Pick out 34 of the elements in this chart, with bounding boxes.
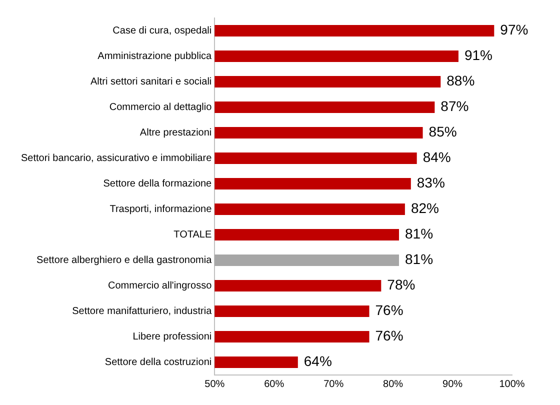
y-tick-label: TOTALE (174, 230, 212, 240)
data-label: 76% (375, 328, 404, 344)
data-label: 76% (375, 302, 404, 318)
y-tick-label: Commercio al dettaglio (109, 102, 212, 113)
data-label: 87% (440, 98, 469, 114)
x-tick-label: 100% (499, 378, 525, 390)
x-tick-label: 80% (383, 378, 404, 390)
y-tick-label: Trasporti, informazione (110, 204, 212, 215)
y-tick-label: Settore della formazione (103, 178, 212, 190)
y-tick-label: Settore manifatturiero, industria (72, 306, 212, 317)
data-label: 88% (446, 72, 475, 89)
y-tick-label: Libere professioni (132, 332, 212, 342)
y-tick-label: Amministrazione pubblica (98, 51, 212, 62)
data-label: 81% (405, 251, 434, 268)
data-label: 85% (428, 124, 457, 140)
data-label: 83% (416, 174, 445, 191)
data-label: 91% (464, 47, 493, 64)
y-tick-label: Settore della costruzioni (104, 357, 212, 368)
data-label: 97% (500, 22, 528, 38)
y-tick-label: Altri settori sanitari e sociali (90, 76, 212, 88)
data-label: 64% (304, 353, 332, 370)
y-tick-label: Altre prestazioni (140, 128, 212, 138)
data-label: 78% (387, 276, 416, 293)
x-tick-label: 60% (264, 378, 284, 390)
y-tick-label: Commercio all'ingrosso (108, 280, 212, 292)
y-tick-label: Settori bancario, assicurativo e immobiliare (20, 153, 212, 164)
data-label: 82% (410, 200, 439, 216)
y-tick-label: Case di cura, ospedali (112, 26, 212, 36)
x-tick-label: 90% (442, 378, 463, 390)
data-label: 84% (422, 149, 451, 166)
x-tick-label: 70% (324, 378, 344, 390)
data-label: 81% (405, 226, 434, 242)
y-tick-label: Settore alberghiero e della gastronomia (36, 255, 212, 266)
x-tick-label: 50% (204, 378, 225, 390)
